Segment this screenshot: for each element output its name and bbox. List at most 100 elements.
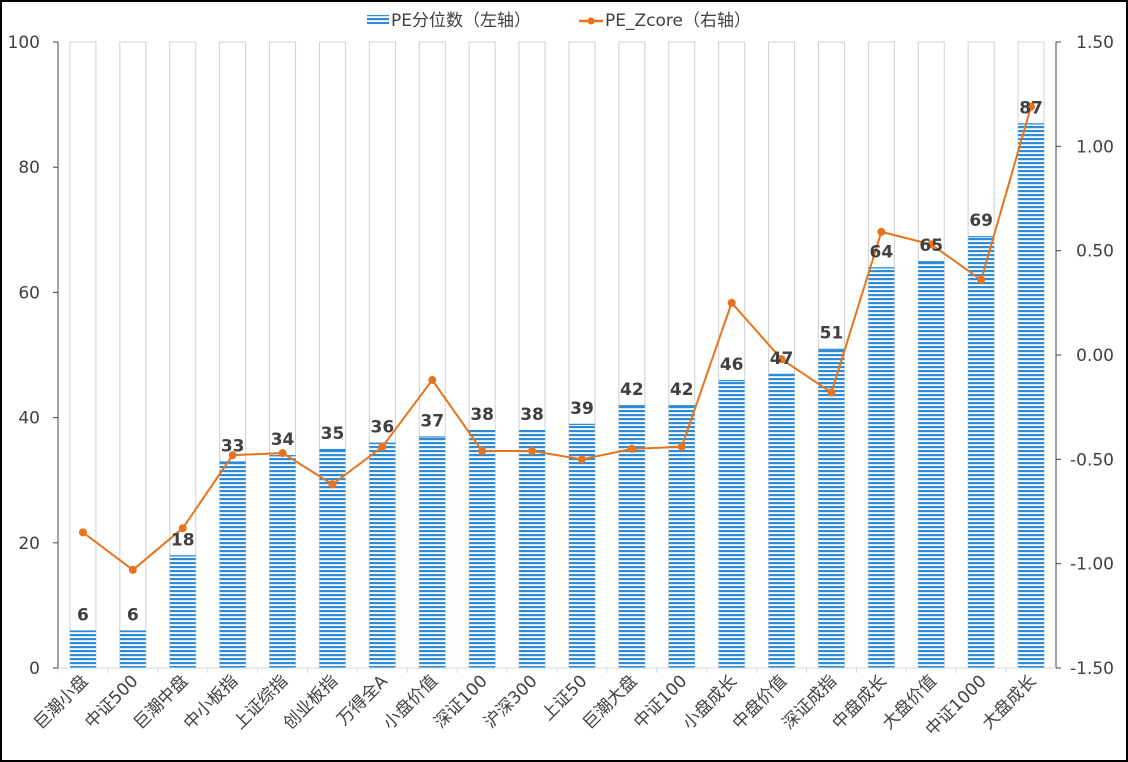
bar-data-label: 6 (127, 605, 139, 625)
zcore-marker (528, 446, 537, 455)
bar-top-edge (469, 430, 496, 432)
bar-top-edge (568, 423, 595, 426)
left-tick-label: 80 (18, 158, 40, 178)
zcore-marker (378, 442, 387, 451)
left-tick-label: 40 (18, 409, 40, 429)
bar-data-label: 38 (470, 405, 494, 425)
bar-data-label: 33 (221, 436, 245, 456)
bar-data-label: 42 (620, 380, 644, 400)
background-bar (69, 41, 97, 669)
zcore-marker (677, 442, 686, 451)
right-tick-label: -1.00 (1070, 555, 1114, 575)
zcore-marker (128, 565, 137, 574)
zcore-line (82, 106, 1033, 572)
right-tick-label: 1.50 (1076, 33, 1114, 53)
bar-data-label: 38 (520, 405, 544, 425)
bar-top-edge (69, 630, 96, 632)
bar-data-label: 46 (720, 355, 744, 375)
bar (469, 430, 496, 668)
legend-marker-icon (587, 17, 595, 25)
right-tick-label: -0.50 (1070, 450, 1114, 470)
bar (818, 348, 845, 668)
zcore-marker (977, 275, 986, 284)
bar-data-label: 51 (820, 324, 844, 344)
right-tick-label: -1.50 (1070, 659, 1114, 679)
bar (568, 423, 595, 668)
bar-data-label: 87 (1019, 98, 1043, 118)
bar-data-label: 65 (919, 236, 943, 256)
zcore-marker (1027, 102, 1036, 111)
bar-data-label: 6 (77, 605, 89, 625)
zcore-marker (478, 446, 487, 455)
x-tick-label: 中盘价值 (729, 671, 791, 733)
right-tick-label: 1.00 (1076, 137, 1114, 157)
bar-data-label: 36 (371, 418, 395, 438)
x-tick-label: 中小板指 (180, 671, 242, 733)
x-tick-label: 深证100 (431, 671, 492, 732)
bar-top-edge (918, 261, 945, 263)
x-tick-label: 小盘成长 (679, 671, 741, 733)
bar (519, 430, 546, 668)
bar (918, 261, 945, 668)
zcore-marker (927, 240, 936, 249)
legend-bar-swatch (367, 15, 389, 24)
x-tick-label: 深证成指 (779, 671, 841, 733)
x-tick-label: 上证综指 (230, 671, 292, 733)
zcore-marker (428, 376, 437, 385)
bar-top-edge (868, 267, 895, 269)
zcore-marker (577, 455, 586, 464)
bar (119, 630, 146, 668)
bar (169, 555, 196, 668)
x-tick-label: 大盘成长 (978, 671, 1040, 733)
legend-line-label: PE_Zcore（右轴） (605, 11, 751, 31)
bar (618, 405, 645, 668)
x-tick-label: 巨潮中盘 (130, 671, 192, 733)
bar-data-label: 18 (171, 530, 195, 550)
bar-top-edge (1018, 123, 1045, 125)
zcore-marker (627, 444, 636, 453)
right-tick-label: 0.00 (1076, 346, 1114, 366)
bar (1018, 123, 1045, 668)
bar-top-edge (968, 236, 995, 238)
bar-top-edge (219, 461, 246, 463)
bar-top-edge (618, 405, 645, 407)
left-tick-label: 20 (18, 534, 40, 554)
zcore-marker (178, 524, 187, 533)
bar-data-label: 42 (670, 380, 694, 400)
bar (768, 373, 795, 668)
x-tick-label: 巨潮小盘 (30, 671, 92, 733)
bar-data-label: 69 (969, 211, 993, 231)
bar (69, 630, 96, 668)
bar (269, 455, 296, 668)
x-tick-label: 沪深300 (480, 671, 541, 732)
zcore-marker (328, 480, 337, 489)
zcore-marker (727, 298, 736, 307)
bar-data-label: 39 (570, 399, 594, 419)
x-tick-label: 创业板指 (280, 671, 342, 733)
bar (369, 442, 396, 668)
x-tick-label: 巨潮大盘 (579, 671, 641, 733)
bar-top-edge (718, 380, 745, 382)
x-tick-label: 小盘价值 (380, 671, 442, 733)
bar-data-label: 34 (271, 430, 295, 450)
zcore-marker (278, 449, 287, 458)
left-tick-label: 100 (8, 33, 40, 53)
zcore-marker (777, 355, 786, 364)
legend-bar-label: PE分位数（左轴） (391, 11, 531, 31)
bar (968, 236, 995, 668)
zcore-marker (827, 388, 836, 397)
bar-data-label: 35 (321, 424, 345, 444)
bar (718, 380, 745, 668)
bar-top-edge (519, 430, 546, 432)
bar (419, 436, 446, 668)
bar-data-label: 47 (770, 349, 794, 369)
left-tick-label: 60 (18, 283, 40, 303)
left-tick-label: 0 (29, 659, 40, 679)
bar-top-edge (119, 630, 146, 632)
bar-top-edge (818, 348, 845, 350)
zcore-marker (228, 451, 237, 460)
bar-top-edge (319, 448, 346, 451)
x-tick-label: 中盘成长 (829, 671, 891, 733)
